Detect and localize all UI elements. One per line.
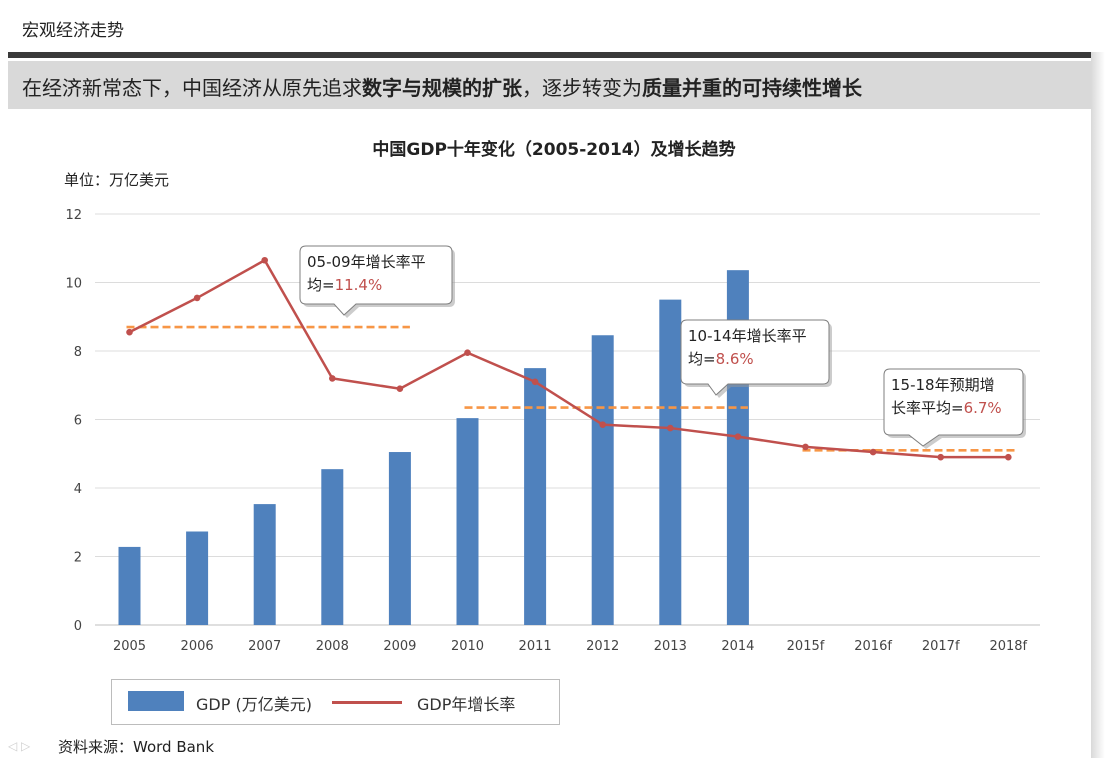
growth-point <box>531 378 539 386</box>
callout-box <box>680 319 830 396</box>
x-tick-label: 2006 <box>181 639 214 654</box>
callout-line-1: 15-18年预期增 <box>891 376 995 394</box>
growth-point <box>126 328 133 336</box>
growth-point <box>937 453 944 461</box>
legend-label-growth: GDP年增长率 <box>417 695 516 714</box>
callout-box <box>883 368 1024 447</box>
legend-swatch-growth <box>332 701 402 704</box>
unit-label: 单位：万亿美元 <box>64 171 169 189</box>
gdp-bar <box>524 368 547 625</box>
growth-point <box>599 421 606 428</box>
growth-point <box>802 443 809 451</box>
growth-point <box>329 375 336 382</box>
y-axis: 0 2 4 6 8 10 12 <box>65 208 82 634</box>
callout-prefix: 均= <box>688 350 716 368</box>
chart-title: 中国GDP十年变化（2005-2014）及增长趋势 <box>372 139 735 160</box>
x-tick-label: 2007 <box>248 639 281 654</box>
header-rule <box>8 52 1091 58</box>
gdp-bar <box>388 452 411 625</box>
nav-arrows-icon[interactable]: ◁ ▷ <box>8 739 31 753</box>
growth-point <box>193 294 201 302</box>
x-tick-label: 2008 <box>316 639 349 654</box>
growth-point <box>464 349 471 357</box>
growth-point <box>667 424 674 432</box>
gdp-bars <box>118 270 749 625</box>
x-axis: 2005 2006 2007 2008 2009 2010 2011 2012 2013 2014… <box>113 639 1028 654</box>
y-tick-label: 2 <box>74 551 82 566</box>
gdp-bar <box>186 531 209 625</box>
callout-line-2: 均=8.6% <box>688 350 754 368</box>
y-tick-label: 12 <box>65 208 82 223</box>
headline-bold-2: 质量并重的可持续性增长 <box>642 76 862 100</box>
callouts: 05-09年增长率平均=11.4%10-14年增长率平均=8.6%15-18年预… <box>299 245 1026 449</box>
x-tick-label: 2016f <box>854 639 892 654</box>
x-tick-label: 2005 <box>113 639 146 654</box>
growth-point <box>261 256 269 264</box>
headline-text: 在经济新常态下，中国经济从原先追求数字与规模的扩张，逐步转变为质量并重的可持续性… <box>22 72 862 101</box>
y-tick-label: 4 <box>74 482 82 497</box>
growth-line-path <box>128 258 1009 459</box>
source-note: 资料来源：Word Bank <box>58 738 214 756</box>
legend-swatch-gdp <box>128 691 184 711</box>
page-shadow <box>1091 52 1105 758</box>
y-tick-label: 10 <box>65 277 82 292</box>
x-tick-label: 2017f <box>922 639 960 654</box>
legend-label-gdp: GDP (万亿美元) <box>196 695 312 714</box>
x-tick-label: 2015f <box>787 639 825 654</box>
headline-bold-1: 数字与规模的扩张 <box>362 76 522 100</box>
header-title: 宏观经济走势 <box>22 21 124 41</box>
gdp-bar <box>253 504 276 625</box>
callout-line-2: 均=11.4% <box>307 276 382 294</box>
callout-prefix: 长率平均= <box>891 399 964 417</box>
growth-point <box>1005 453 1012 461</box>
headline-part-2: ，逐步转变为 <box>522 76 642 100</box>
gdp-bar <box>456 418 479 625</box>
callout-box <box>299 245 453 316</box>
callout-line-1: 05-09年增长率平 <box>307 253 426 271</box>
callout-prefix: 均= <box>307 276 335 294</box>
headline-banner: 在经济新常态下，中国经济从原先追求数字与规模的扩张，逐步转变为质量并重的可持续性… <box>8 61 1091 109</box>
gdp-bar <box>321 469 344 625</box>
gdp-bar <box>118 546 141 625</box>
legend: GDP (万亿美元) GDP年增长率 <box>111 679 560 725</box>
gdp-bar <box>591 335 614 625</box>
y-tick-label: 8 <box>74 345 82 360</box>
x-tick-label: 2011 <box>519 639 552 654</box>
y-tick-label: 0 <box>74 619 82 634</box>
callout-value: 6.7% <box>964 399 1002 417</box>
x-tick-label: 2014 <box>721 639 754 654</box>
grid-lines <box>95 213 1040 626</box>
growth-line <box>126 256 1012 461</box>
callout-value: 8.6% <box>716 350 754 368</box>
callout-value: 11.4% <box>335 276 383 294</box>
x-tick-label: 2009 <box>383 639 416 654</box>
x-tick-label: 2013 <box>654 639 687 654</box>
growth-point <box>396 385 404 392</box>
callout-line-1: 10-14年增长率平 <box>688 327 807 345</box>
growth-point <box>734 433 742 440</box>
gdp-bar <box>659 299 682 625</box>
callout-line-2: 长率平均=6.7% <box>891 399 1002 417</box>
y-tick-label: 6 <box>74 414 82 429</box>
headline-part-1: 在经济新常态下，中国经济从原先追求 <box>22 76 362 100</box>
x-tick-label: 2010 <box>451 639 484 654</box>
growth-point <box>869 448 877 456</box>
x-tick-label: 2012 <box>586 639 619 654</box>
x-tick-label: 2018f <box>989 639 1027 654</box>
